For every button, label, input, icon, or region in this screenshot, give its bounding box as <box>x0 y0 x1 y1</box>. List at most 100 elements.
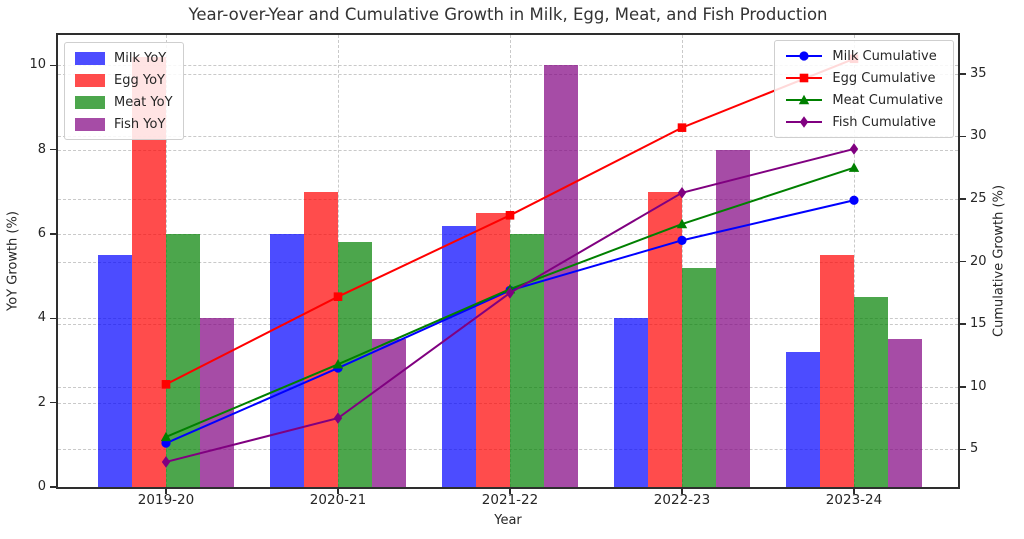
left-tick-4 <box>50 317 56 320</box>
x-tick-2021-22 <box>509 489 511 494</box>
legend-label: Meat YoY <box>114 94 173 110</box>
right-tick-25 <box>960 198 966 200</box>
legend-label: Egg Cumulative <box>832 70 936 86</box>
bar-meat-yoy-2019-20 <box>166 234 200 487</box>
chart-title: Year-over-Year and Cumulative Growth in … <box>188 5 828 24</box>
bar-meat-yoy-2023-24 <box>854 297 888 487</box>
marker-diamond-fish-cumulative <box>677 186 687 199</box>
right-tick-30 <box>960 135 966 138</box>
right-tick-label-35: 35 <box>970 65 987 81</box>
bar-egg-yoy-2023-24 <box>820 255 854 487</box>
marker-square-egg-cumulative <box>333 292 343 301</box>
left-tick-6 <box>50 233 56 235</box>
left-tick-label-2: 2 <box>37 394 46 410</box>
legend-glyph-circle-icon <box>786 51 823 61</box>
legend-item-meat-yoy: Meat YoY <box>75 94 173 110</box>
left-tick-label-4: 4 <box>37 310 46 326</box>
gridline-h-right-25 <box>58 199 958 201</box>
marker-circle-milk-cumulative <box>677 235 687 245</box>
legend-item-egg-cumulative: Egg Cumulative <box>785 70 943 86</box>
right-tick-label-5: 5 <box>970 441 979 457</box>
right-tick-label-10: 10 <box>970 378 987 394</box>
left-tick-label-6: 6 <box>37 226 46 241</box>
x-tick-2022-23 <box>681 489 683 494</box>
legend-marker-diamond-icon <box>800 116 809 128</box>
x-tick-2019-20 <box>165 489 167 494</box>
legend-item-meat-cumulative: Meat Cumulative <box>785 92 943 108</box>
legend-swatch-egg-yoy <box>75 73 105 87</box>
left-tick-0 <box>50 486 56 488</box>
left-tick-10 <box>50 64 56 67</box>
legend-glyph-square-icon <box>786 73 823 83</box>
bar-egg-yoy-2021-22 <box>476 212 510 487</box>
marker-triangle-meat-cumulative <box>848 162 860 172</box>
cumulative-legend: Milk Cumulative Egg Cumulative Meat Cumula… <box>774 40 954 138</box>
left-tick-label-8: 8 <box>37 141 46 157</box>
line-egg-cumulative <box>165 57 855 386</box>
x-tick-label-2021-22: 2021-22 <box>481 492 539 508</box>
bar-fish-yoy-2023-24 <box>888 339 922 487</box>
line-milk-cumulative <box>165 199 855 445</box>
legend-swatch-meat-yoy <box>75 95 105 109</box>
legend-item-fish-yoy: Fish YoY <box>75 116 173 132</box>
marker-diamond-fish-cumulative <box>505 287 515 299</box>
bar-fish-yoy-2019-20 <box>200 318 234 487</box>
legend-item-egg-yoy: Egg YoY <box>75 72 173 88</box>
marker-circle-milk-cumulative <box>849 195 859 205</box>
marker-triangle-meat-cumulative <box>676 218 688 229</box>
marker-diamond-fish-cumulative <box>161 456 171 468</box>
gridline-h-right-30 <box>58 136 958 138</box>
right-tick-15 <box>960 323 966 325</box>
yoy-legend: Milk YoY Egg YoY Meat YoY Fish YoY <box>64 42 184 140</box>
legend-marker-triangle-icon <box>799 94 810 105</box>
left-y-axis-label: YoY Growth (%) <box>5 211 21 311</box>
plot-area: Milk YoY Egg YoY Meat YoY Fish YoY Milk Cumu… <box>56 33 960 489</box>
legend-glyph-diamond-icon <box>786 116 823 128</box>
right-tick-label-30: 30 <box>970 128 987 144</box>
right-tick-10 <box>960 386 966 388</box>
bar-fish-yoy-2020-21 <box>372 339 406 487</box>
left-tick-label-0: 0 <box>37 479 46 494</box>
legend-label: Milk YoY <box>114 50 167 66</box>
line-fish-cumulative <box>165 147 855 463</box>
gridline-h-left-10 <box>58 65 958 67</box>
legend-label: Fish Cumulative <box>832 114 936 130</box>
bar-milk-yoy-2021-22 <box>442 225 476 487</box>
right-tick-label-15: 15 <box>970 316 987 332</box>
bar-meat-yoy-2022-23 <box>682 267 716 487</box>
marker-square-egg-cumulative <box>161 380 171 389</box>
bar-egg-yoy-2020-21 <box>304 191 338 487</box>
legend-item-fish-cumulative: Fish Cumulative <box>785 114 943 130</box>
marker-diamond-fish-cumulative <box>333 412 343 424</box>
right-tick-label-25: 25 <box>970 191 987 207</box>
right-tick-35 <box>960 73 966 75</box>
gridline-v-2022-23 <box>682 35 683 487</box>
right-tick-20 <box>960 260 966 263</box>
legend-glyph-triangle-icon <box>786 94 823 105</box>
right-tick-5 <box>960 448 966 451</box>
legend-marker-square-icon <box>800 73 809 83</box>
legend-swatch-fish-yoy <box>75 117 105 131</box>
legend-item-milk-cumulative: Milk Cumulative <box>785 48 943 64</box>
legend-label: Meat Cumulative <box>832 92 943 108</box>
legend-label: Milk Cumulative <box>832 48 937 64</box>
x-tick-label-2019-20: 2019-20 <box>137 492 195 508</box>
x-tick-label-2023-24: 2023-24 <box>825 492 883 508</box>
left-tick-8 <box>50 148 56 151</box>
x-tick-2020-21 <box>337 489 339 494</box>
legend-label: Fish YoY <box>114 116 166 132</box>
legend-marker-circle-icon <box>799 51 809 61</box>
gridline-v-2023-24 <box>854 35 855 487</box>
legend-item-milk-yoy: Milk YoY <box>75 50 173 66</box>
x-tick-2023-24 <box>853 489 855 494</box>
marker-diamond-fish-cumulative <box>849 143 859 155</box>
gridline-h-right-35 <box>58 73 958 75</box>
bar-milk-yoy-2020-21 <box>270 234 304 487</box>
marker-square-egg-cumulative <box>505 210 515 220</box>
legend-swatch-milk-yoy <box>75 51 105 65</box>
bar-milk-yoy-2019-20 <box>98 255 132 487</box>
marker-triangle-meat-cumulative <box>160 431 172 442</box>
bar-milk-yoy-2023-24 <box>786 352 820 487</box>
x-tick-label-2020-21: 2020-21 <box>309 492 367 508</box>
